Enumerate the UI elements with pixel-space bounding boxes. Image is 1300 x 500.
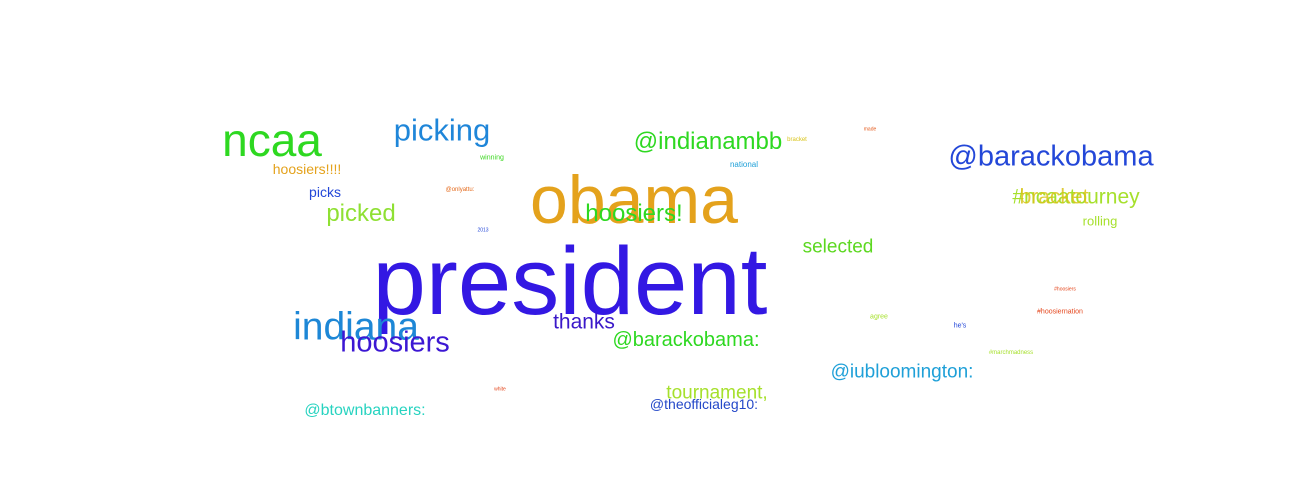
word-barackobama-colon: @barackobama: xyxy=(612,330,759,350)
word-rolling: rolling xyxy=(1083,215,1118,228)
word-hoosiernation: #hoosiernation xyxy=(1037,309,1083,316)
word-agree: agree xyxy=(870,314,888,321)
word-onlyattu: @onlyattu: xyxy=(446,187,475,193)
word-ncaa: ncaa xyxy=(222,117,322,163)
word-theofficialeg10: @theofficialeg10: xyxy=(650,397,758,411)
word-btownbanners: @btownbanners: xyxy=(304,403,425,419)
word-barackobama-mention: @barackobama xyxy=(948,143,1153,172)
word-2013: 2013 xyxy=(477,229,488,234)
word-indianambb: @indianambb xyxy=(634,130,782,154)
word-picked: picked xyxy=(326,202,395,226)
word-picking: picking xyxy=(394,115,491,146)
word-white: white xyxy=(494,388,506,393)
word-selected: selected xyxy=(803,238,874,257)
word-iubloomington: @iubloomington: xyxy=(831,363,974,382)
word-bracket-small: bracket xyxy=(787,137,807,143)
word-hoosiers-many-exclaim: hoosiers!!!! xyxy=(273,162,341,176)
word-hes: he's xyxy=(954,323,967,330)
word-winning: winning xyxy=(480,155,504,162)
word-thanks: thanks xyxy=(553,312,615,333)
word-made: made xyxy=(864,128,877,133)
word-hoosiers-exclaim: hoosiers! xyxy=(585,202,682,226)
word-hashtag-hoosiers: #hoosiers xyxy=(1054,288,1076,293)
word-picks: picks xyxy=(309,185,341,199)
word-national: national xyxy=(730,161,758,169)
word-bracket-overlap: bracket xyxy=(1020,187,1089,208)
word-marchmadness: #marchmadness xyxy=(989,350,1033,356)
word-hoosiers: hoosiers xyxy=(340,329,450,358)
